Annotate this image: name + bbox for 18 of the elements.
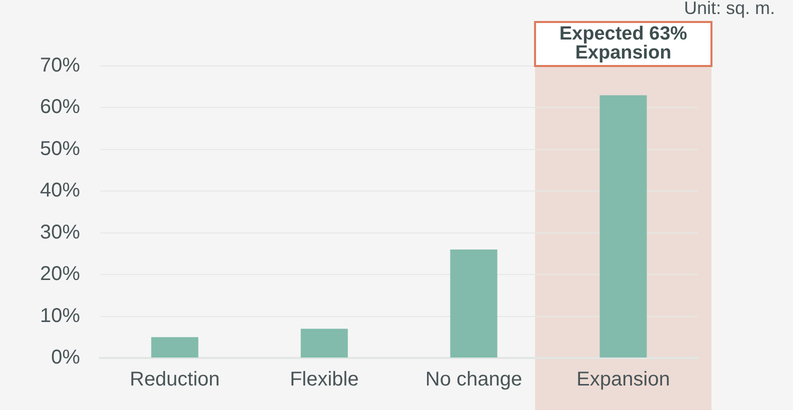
x-tick-label: No change bbox=[425, 368, 522, 391]
bar bbox=[450, 250, 498, 358]
y-tick-label: 10% bbox=[40, 304, 80, 327]
y-tick-label: 20% bbox=[40, 263, 80, 286]
y-tick-label: 30% bbox=[40, 221, 80, 244]
y-tick-label: 40% bbox=[40, 180, 80, 202]
y-tick-label: 60% bbox=[40, 96, 80, 118]
text: Expected 63% Expansion bbox=[559, 24, 688, 64]
bar bbox=[151, 337, 198, 358]
bar bbox=[300, 328, 348, 358]
y-tick-label: 0% bbox=[51, 346, 80, 369]
text: Unit: sq. m. bbox=[684, 0, 775, 18]
y-tick-label: 70% bbox=[40, 54, 80, 77]
x-tick-label: Expansion bbox=[576, 368, 670, 391]
bar bbox=[600, 95, 647, 358]
x-tick-label: Flexible bbox=[290, 368, 359, 391]
x-tick-label: Reduction bbox=[130, 368, 220, 391]
y-tick-label: 50% bbox=[40, 138, 80, 160]
